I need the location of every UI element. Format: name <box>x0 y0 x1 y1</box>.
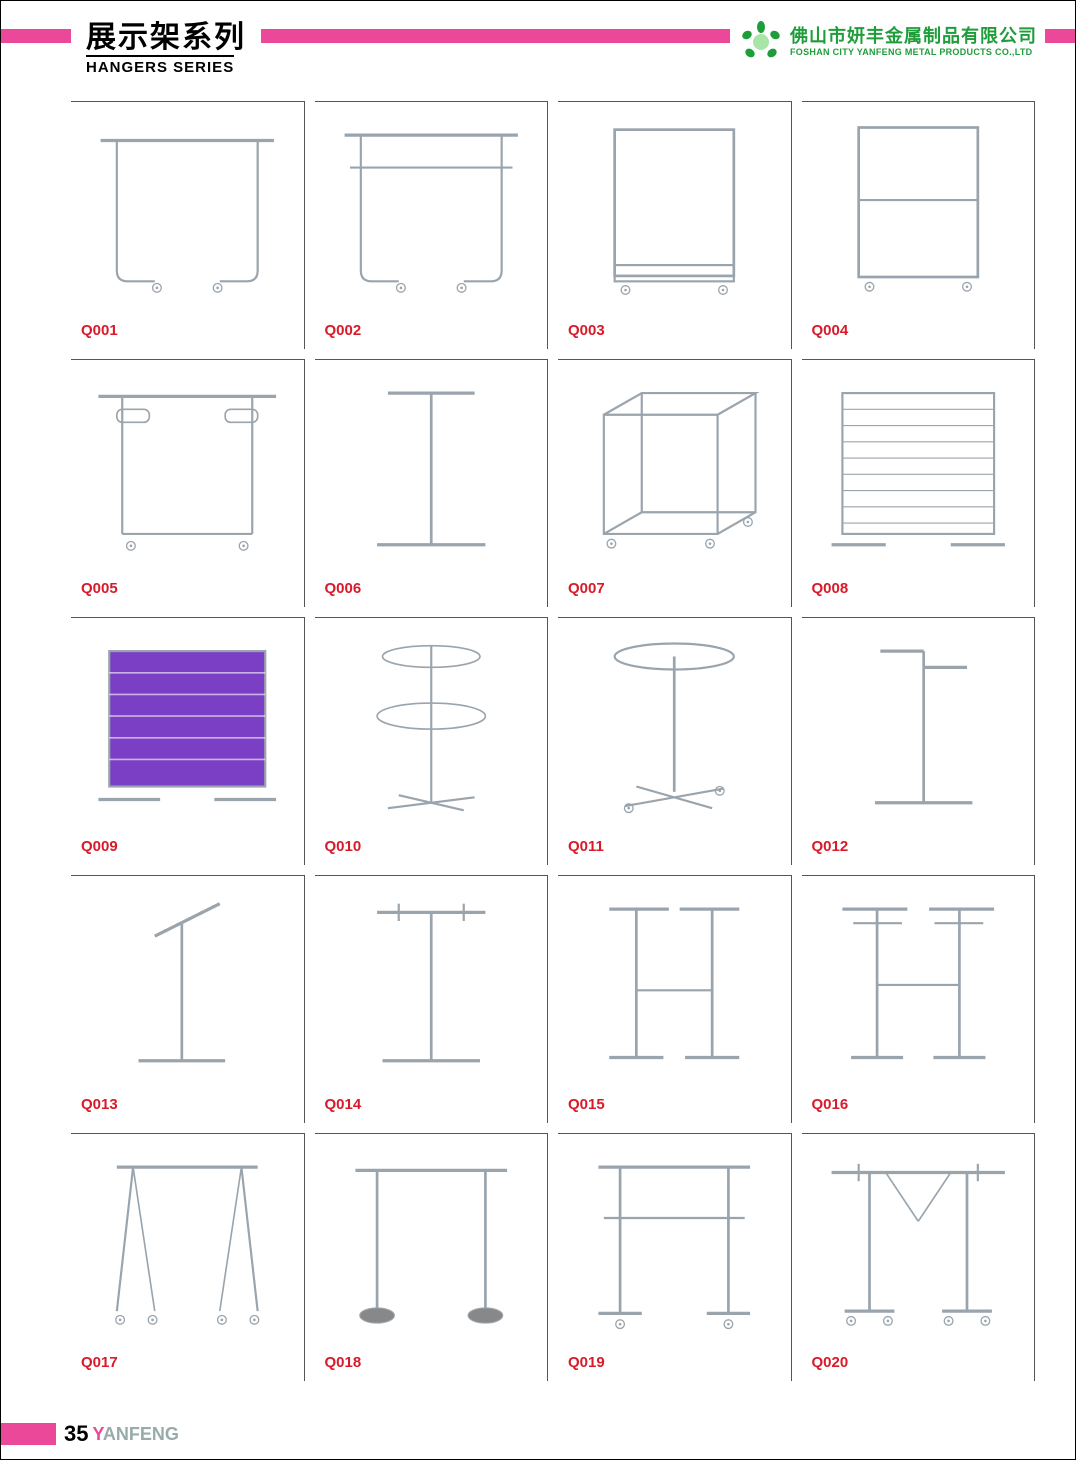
title-block: 展示架系列 HANGERS SERIES <box>86 23 246 77</box>
footer-accent <box>1 1423 56 1445</box>
company-text: 佛山市妍丰金属制品有限公司 FOSHAN CITY YANFENG METAL … <box>790 26 1037 57</box>
product-illustration <box>77 882 298 1077</box>
product-code: Q005 <box>81 580 118 597</box>
product-cell: Q004 <box>802 101 1036 349</box>
product-code: Q015 <box>568 1096 605 1113</box>
product-cell: Q011 <box>558 617 792 865</box>
product-illustration <box>77 624 298 819</box>
company-name-en: FOSHAN CITY YANFENG METAL PRODUCTS CO.,L… <box>790 47 1037 57</box>
accent-bar-left <box>1 29 71 43</box>
product-illustration <box>564 1140 785 1335</box>
product-code: Q016 <box>812 1096 849 1113</box>
product-illustration <box>808 366 1029 561</box>
product-cell: Q013 <box>71 875 305 1123</box>
product-code: Q007 <box>568 580 605 597</box>
product-code: Q012 <box>812 838 849 855</box>
product-code: Q017 <box>81 1354 118 1371</box>
product-code: Q008 <box>812 580 849 597</box>
product-illustration <box>321 624 542 819</box>
product-illustration <box>321 1140 542 1335</box>
product-cell: Q008 <box>802 359 1036 607</box>
product-illustration <box>808 882 1029 1077</box>
product-code: Q009 <box>81 838 118 855</box>
page-number: 35 <box>64 1421 88 1447</box>
product-code: Q019 <box>568 1354 605 1371</box>
product-illustration <box>321 882 542 1077</box>
product-cell: Q019 <box>558 1133 792 1381</box>
product-cell: Q010 <box>315 617 549 865</box>
product-grid: Q001 Q002 Q003 Q004 Q005 Q006 Q007 Q008 … <box>1 91 1075 1381</box>
brand-first-letter: Y <box>92 1424 102 1444</box>
product-cell: Q016 <box>802 875 1036 1123</box>
product-code: Q004 <box>812 322 849 339</box>
title-chinese: 展示架系列 <box>86 23 246 53</box>
product-code: Q014 <box>325 1096 362 1113</box>
product-code: Q003 <box>568 322 605 339</box>
product-illustration <box>808 1140 1029 1335</box>
product-cell: Q001 <box>71 101 305 349</box>
product-illustration <box>564 882 785 1077</box>
catalog-page: 展示架系列 HANGERS SERIES 佛山市妍丰金属制品有限公司 FOSHA… <box>0 0 1076 1460</box>
product-illustration <box>564 108 785 303</box>
product-illustration <box>808 108 1029 303</box>
footer-brand: YANFENG <box>92 1424 178 1445</box>
product-cell: Q012 <box>802 617 1036 865</box>
product-cell: Q020 <box>802 1133 1036 1381</box>
product-code: Q013 <box>81 1096 118 1113</box>
product-code: Q010 <box>325 838 362 855</box>
product-cell: Q017 <box>71 1133 305 1381</box>
product-illustration <box>564 366 785 561</box>
product-cell: Q006 <box>315 359 549 607</box>
product-illustration <box>321 108 542 303</box>
product-code: Q001 <box>81 322 118 339</box>
company-block: 佛山市妍丰金属制品有限公司 FOSHAN CITY YANFENG METAL … <box>730 19 1045 65</box>
company-logo-icon <box>738 19 784 65</box>
product-code: Q002 <box>325 322 362 339</box>
product-cell: Q007 <box>558 359 792 607</box>
product-cell: Q018 <box>315 1133 549 1381</box>
product-cell: Q003 <box>558 101 792 349</box>
product-code: Q020 <box>812 1354 849 1371</box>
product-code: Q006 <box>325 580 362 597</box>
product-cell: Q015 <box>558 875 792 1123</box>
product-illustration <box>808 624 1029 819</box>
title-english: HANGERS SERIES <box>86 55 234 76</box>
product-illustration <box>77 108 298 303</box>
product-cell: Q014 <box>315 875 549 1123</box>
page-footer: 35 YANFENG <box>1 1421 179 1447</box>
product-code: Q018 <box>325 1354 362 1371</box>
product-illustration <box>77 366 298 561</box>
product-code: Q011 <box>568 838 604 855</box>
company-name-cn: 佛山市妍丰金属制品有限公司 <box>790 26 1037 47</box>
product-illustration <box>321 366 542 561</box>
brand-rest: ANFENG <box>103 1424 179 1444</box>
page-header: 展示架系列 HANGERS SERIES 佛山市妍丰金属制品有限公司 FOSHA… <box>1 1 1075 91</box>
product-cell: Q009 <box>71 617 305 865</box>
product-illustration <box>564 624 785 819</box>
product-cell: Q002 <box>315 101 549 349</box>
product-illustration <box>77 1140 298 1335</box>
product-cell: Q005 <box>71 359 305 607</box>
